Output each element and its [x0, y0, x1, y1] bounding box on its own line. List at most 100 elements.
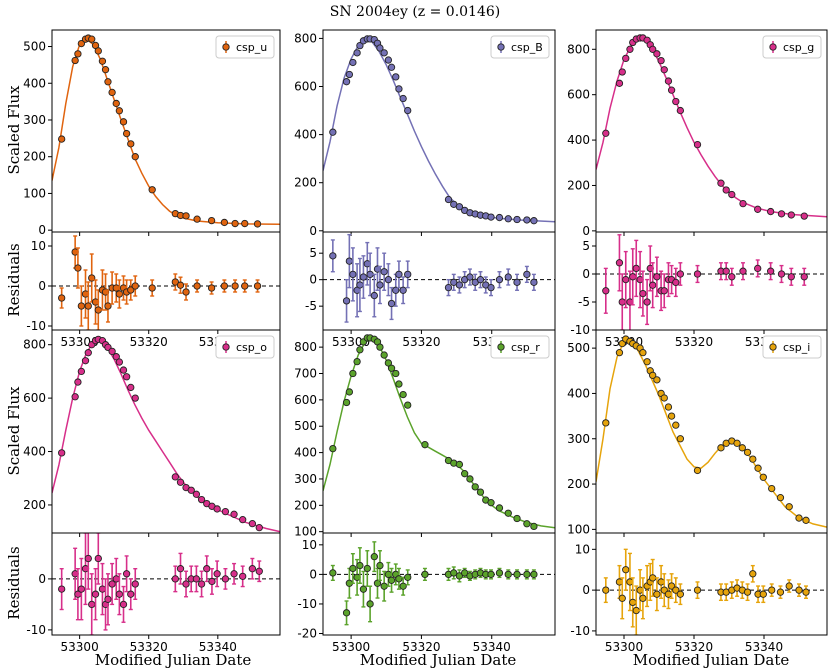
- ytick-label: 600: [294, 393, 317, 407]
- residual-point: [182, 288, 190, 296]
- legend-label: csp_i: [783, 341, 810, 354]
- xtick-label: 53320: [402, 640, 440, 654]
- flux-point: [88, 35, 96, 43]
- xlabel-col3: Modified Julian Date: [633, 651, 790, 669]
- residual-point: [359, 273, 368, 281]
- flux-point: [387, 364, 396, 372]
- flux-point: [639, 349, 647, 357]
- residual-point: [768, 586, 776, 594]
- residual-point: [119, 600, 128, 609]
- legend-csp_g: csp_g: [762, 35, 822, 59]
- residual-point: [693, 270, 702, 278]
- flux-point: [112, 99, 120, 108]
- residual-point: [220, 282, 229, 290]
- flux-point: [108, 347, 116, 356]
- ytick-label: 400: [294, 446, 317, 460]
- residual-point: [399, 582, 407, 590]
- ytick-label: 300: [294, 472, 317, 486]
- residual-point: [88, 600, 96, 609]
- residual-point: [722, 267, 730, 275]
- residual-point: [182, 580, 190, 588]
- xlabel-col1: Modified Julian Date: [95, 651, 252, 669]
- flux-point: [530, 217, 538, 225]
- ytick-label: 0: [582, 224, 590, 238]
- residual-point: [602, 287, 610, 295]
- flux-point: [58, 449, 66, 457]
- residual-point: [176, 565, 185, 573]
- flux-point: [74, 50, 82, 58]
- flux-point: [693, 140, 702, 149]
- flux-point: [404, 106, 412, 115]
- flux-point: [676, 106, 684, 115]
- residual-point: [356, 561, 364, 570]
- xtick-label: 53300: [332, 640, 370, 654]
- residual-point: [629, 598, 637, 607]
- ytick-label: 500: [294, 419, 317, 433]
- flux-point: [672, 421, 680, 429]
- panel-csp_u: 0100200300400500-10010533005332053340csp…: [23, 29, 281, 349]
- residual-point: [399, 286, 407, 294]
- residual-point: [192, 575, 201, 583]
- flux-point: [253, 220, 262, 228]
- residual-point: [504, 570, 512, 579]
- flux-point: [84, 349, 92, 357]
- xlabel-col2: Modified Julian Date: [360, 651, 517, 669]
- residual-point: [122, 570, 131, 578]
- legend-csp_i: csp_i: [762, 335, 822, 359]
- residual-point: [618, 594, 626, 602]
- flux-point: [104, 78, 112, 86]
- flux-point: [94, 47, 102, 55]
- residual-point: [370, 291, 378, 300]
- residual-point: [395, 575, 403, 583]
- legend-marker: [222, 43, 230, 51]
- flux-point: [717, 179, 725, 187]
- flux-point: [395, 380, 403, 388]
- legend-marker: [497, 43, 505, 51]
- residual-point: [495, 569, 504, 577]
- residual-point: [77, 585, 86, 593]
- flux-point: [213, 505, 221, 513]
- flux-point: [776, 494, 785, 502]
- flux-point: [667, 412, 676, 420]
- legend-box: [762, 35, 822, 59]
- flux-point: [530, 522, 538, 531]
- flux-point: [676, 435, 684, 443]
- residual-point: [643, 298, 651, 306]
- flux-point: [395, 85, 403, 93]
- ytick-label: -10: [570, 624, 590, 638]
- residual-point: [795, 586, 803, 594]
- ytick-label: 0: [582, 583, 590, 597]
- ytick-label: 400: [567, 386, 590, 400]
- flux-point: [523, 216, 531, 224]
- xtick-label: 53340: [199, 640, 237, 654]
- residual-point: [104, 595, 112, 603]
- residual-point: [476, 276, 485, 284]
- flux-point: [399, 390, 407, 399]
- residual-point: [239, 572, 247, 580]
- flux-point: [523, 520, 531, 528]
- ytick-label: -10: [26, 623, 46, 637]
- ytick-label: -5: [305, 299, 317, 313]
- ytick-label: 600: [567, 88, 590, 102]
- residual-point: [649, 281, 657, 289]
- ytick-label: 100: [23, 186, 46, 200]
- xtick-label: 53320: [675, 335, 713, 349]
- model-curve: [323, 338, 555, 529]
- flux-point: [230, 510, 238, 518]
- flux-point: [743, 448, 752, 456]
- residual-point: [376, 561, 384, 570]
- residual-point: [530, 278, 538, 286]
- flux-point: [353, 357, 361, 366]
- flux-point: [664, 403, 673, 411]
- xtick-label: 53320: [675, 640, 713, 654]
- flux-point: [353, 49, 361, 57]
- flux-point: [392, 369, 400, 378]
- residual-point: [230, 570, 238, 578]
- residual-point: [743, 588, 752, 596]
- legend-marker: [222, 343, 230, 351]
- residual-point: [356, 281, 364, 289]
- legend-label: csp_B: [511, 41, 543, 54]
- flux-point: [115, 107, 124, 115]
